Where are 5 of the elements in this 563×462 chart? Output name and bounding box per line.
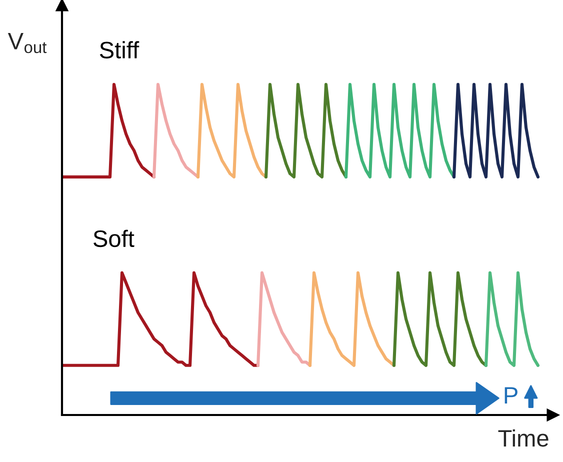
annotation: Soft bbox=[94, 230, 134, 248]
x-axis-title: Time bbox=[498, 429, 548, 447]
y-axis-title: V$_{out}$ bbox=[8, 33, 47, 54]
text: Stiff bbox=[100, 41, 140, 58]
annotation: P bbox=[504, 387, 518, 404]
